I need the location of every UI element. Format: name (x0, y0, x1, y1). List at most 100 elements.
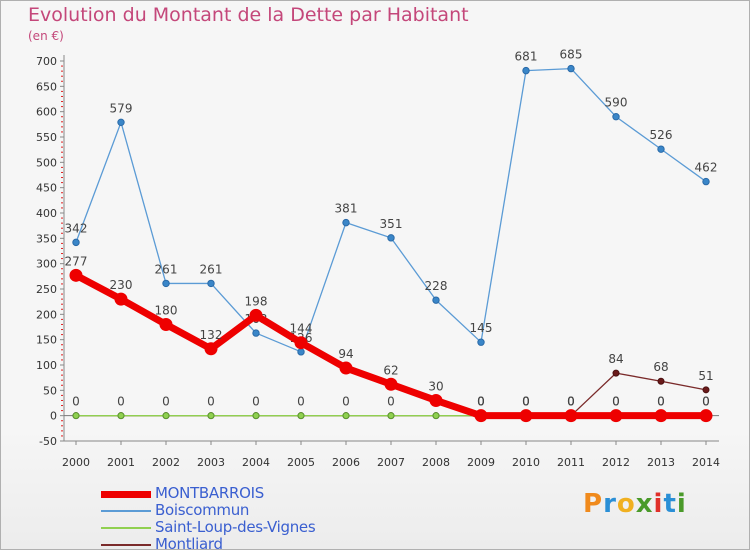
y-tick-label: 250 (36, 283, 57, 296)
data-point-boiscommun (162, 279, 170, 288)
data-label-montbarrois: 198 (245, 294, 268, 308)
data-label-montbarrois: 0 (567, 395, 575, 409)
data-label-boiscommun: 681 (515, 50, 538, 64)
x-tick-label: 2009 (467, 456, 495, 469)
data-point-boiscommun (612, 113, 620, 121)
data-point-saint-loup-des-vignes (387, 412, 395, 420)
data-label-saint-loup-des-vignes: 0 (522, 395, 530, 409)
y-tick-label: 550 (36, 131, 57, 144)
legend-label: MONTBARROIS (155, 484, 264, 502)
legend-item: MONTBARROIS (101, 484, 401, 502)
data-label-boiscommun: 462 (695, 161, 718, 175)
logo-letter: t (663, 489, 677, 519)
data-point-montbarrois (474, 409, 488, 423)
data-point-montbarrois (699, 409, 713, 423)
data-label-montliard: 0 (162, 395, 170, 409)
legend-swatch (101, 510, 151, 512)
logo-letter: P (583, 489, 604, 519)
data-label-montliard: 0 (207, 395, 215, 409)
data-label-montbarrois: 62 (383, 363, 398, 377)
data-point-montbarrois (114, 292, 128, 306)
legend-swatch (101, 544, 151, 546)
proxiti-logo: Proxiti (583, 489, 687, 519)
legend-label: Saint-Loup-des-Vignes (155, 518, 316, 536)
logo-letter: i (676, 489, 687, 519)
data-label-boiscommun: 145 (470, 321, 493, 335)
y-tick-label: 500 (36, 156, 57, 169)
data-point-montbarrois (204, 342, 218, 356)
legend-label: Montliard (155, 535, 223, 550)
data-label-montbarrois: 0 (702, 395, 710, 409)
data-label-boiscommun: 261 (200, 262, 223, 276)
data-label-montliard: 0 (567, 395, 575, 409)
data-label-boiscommun: 228 (425, 279, 448, 293)
data-point-boiscommun (72, 238, 80, 247)
data-label-montbarrois: 0 (522, 395, 530, 409)
data-label-montliard: 51 (698, 369, 713, 383)
y-tick-label: 300 (36, 258, 57, 271)
data-point-boiscommun (522, 66, 530, 75)
data-label-boiscommun: 342 (65, 221, 88, 235)
data-point-boiscommun (387, 234, 395, 242)
data-label-montliard: 0 (342, 395, 350, 409)
data-point-montbarrois (384, 377, 398, 391)
data-point-boiscommun (297, 348, 305, 356)
y-tick-label: 350 (36, 232, 57, 245)
y-tick-label: 450 (36, 182, 57, 195)
logo-letter: r (603, 489, 617, 519)
data-label-boiscommun: 351 (380, 217, 403, 231)
data-point-montbarrois (339, 361, 353, 375)
x-tick-label: 2004 (242, 456, 270, 469)
data-label-boiscommun: 590 (605, 96, 628, 110)
x-tick-label: 2005 (287, 456, 315, 469)
legend-label: Boiscommun (155, 501, 250, 519)
logo-letter: o (616, 489, 636, 519)
data-point-boiscommun (207, 279, 215, 288)
data-label-montliard: 0 (477, 395, 485, 409)
data-point-boiscommun (657, 145, 665, 153)
data-point-montbarrois (564, 409, 578, 423)
y-tick-label: 700 (36, 55, 57, 68)
logo-letter: x (635, 489, 654, 519)
data-point-montbarrois (159, 317, 173, 331)
data-point-saint-loup-des-vignes (72, 412, 80, 420)
data-label-montbarrois: 94 (338, 347, 353, 361)
x-tick-label: 2007 (377, 456, 405, 469)
y-tick-label: 50 (43, 384, 57, 397)
data-point-montbarrois (249, 308, 263, 322)
y-tick-label: -50 (39, 435, 57, 448)
x-tick-label: 2000 (62, 456, 90, 469)
y-tick-label: 400 (36, 207, 57, 220)
data-label-montliard: 0 (117, 395, 125, 409)
data-label-boiscommun: 526 (650, 128, 673, 142)
y-tick-label: 150 (36, 334, 57, 347)
legend: MONTBARROIS Boiscommun Saint-Loup-des-Vign… (101, 484, 401, 550)
data-point-boiscommun (252, 329, 260, 337)
y-tick-label: 600 (36, 106, 57, 119)
data-point-montliard (702, 386, 710, 394)
y-tick-label: 650 (36, 80, 57, 93)
legend-swatch (101, 527, 151, 529)
data-label-montbarrois: 0 (477, 395, 485, 409)
data-point-saint-loup-des-vignes (117, 412, 125, 420)
x-tick-label: 2008 (422, 456, 450, 469)
data-point-saint-loup-des-vignes (297, 412, 305, 420)
data-label-saint-loup-des-vignes: 0 (657, 395, 665, 409)
data-label-boiscommun: 579 (110, 101, 133, 115)
data-point-montbarrois (609, 409, 623, 423)
data-label-montliard: 0 (72, 395, 80, 409)
chart-unit: (en €) (28, 29, 64, 43)
data-label-montliard: 0 (252, 395, 260, 409)
chart-title: Evolution du Montant de la Dette par Hab… (28, 4, 469, 26)
legend-item: Boiscommun (101, 501, 401, 519)
data-label-montbarrois: 144 (290, 322, 313, 336)
data-point-boiscommun (432, 296, 440, 304)
data-label-montliard: 68 (653, 360, 668, 374)
data-label-montliard: 0 (297, 395, 305, 409)
data-label-montbarrois: 277 (65, 254, 88, 268)
data-label-montbarrois: 30 (428, 379, 443, 393)
data-label-saint-loup-des-vignes: 0 (702, 395, 710, 409)
x-tick-label: 2003 (197, 456, 225, 469)
data-point-boiscommun (567, 64, 575, 73)
